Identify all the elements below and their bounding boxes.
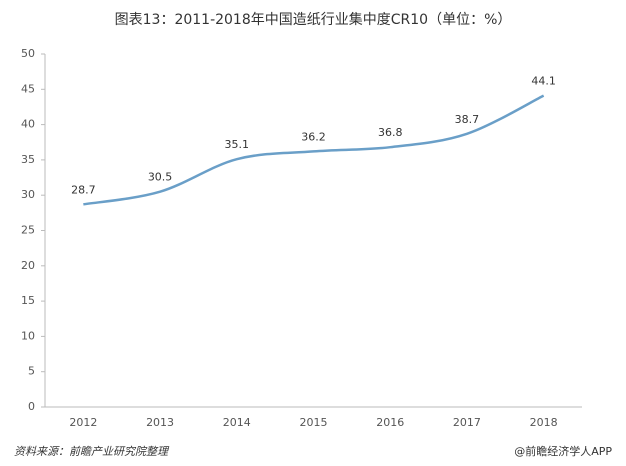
x-tick-label: 2016 (376, 416, 404, 429)
x-tick-label: 2012 (69, 416, 97, 429)
x-tick-label: 2017 (453, 416, 481, 429)
x-tick-label: 2014 (223, 416, 251, 429)
data-label: 35.1 (225, 138, 250, 151)
y-tick-label: 30 (21, 188, 35, 201)
credit: @前瞻经济学人APP (514, 444, 612, 458)
y-tick-label: 0 (28, 400, 35, 413)
data-label: 38.7 (455, 113, 480, 126)
data-label: 36.8 (378, 126, 403, 139)
data-label: 44.1 (531, 75, 556, 88)
data-label: 30.5 (148, 171, 173, 184)
y-tick-label: 5 (28, 365, 35, 378)
x-tick-label: 2018 (530, 416, 558, 429)
y-tick-label: 25 (21, 224, 35, 237)
x-tick-label: 2013 (146, 416, 174, 429)
y-tick-label: 50 (21, 47, 35, 60)
y-tick-label: 15 (21, 294, 35, 307)
source-note: 资料来源：前瞻产业研究院整理 (14, 445, 170, 458)
data-label: 36.2 (301, 130, 326, 143)
y-tick-label: 45 (21, 82, 35, 95)
x-tick-label: 2015 (300, 416, 328, 429)
chart-title: 图表13：2011-2018年中国造纸行业集中度CR10（单位：%） (115, 11, 512, 28)
y-tick-label: 35 (21, 153, 35, 166)
y-tick-label: 40 (21, 118, 35, 131)
y-tick-label: 10 (21, 329, 35, 342)
line (83, 94, 545, 206)
y-tick-label: 20 (21, 259, 35, 272)
data-label: 28.7 (71, 183, 96, 196)
